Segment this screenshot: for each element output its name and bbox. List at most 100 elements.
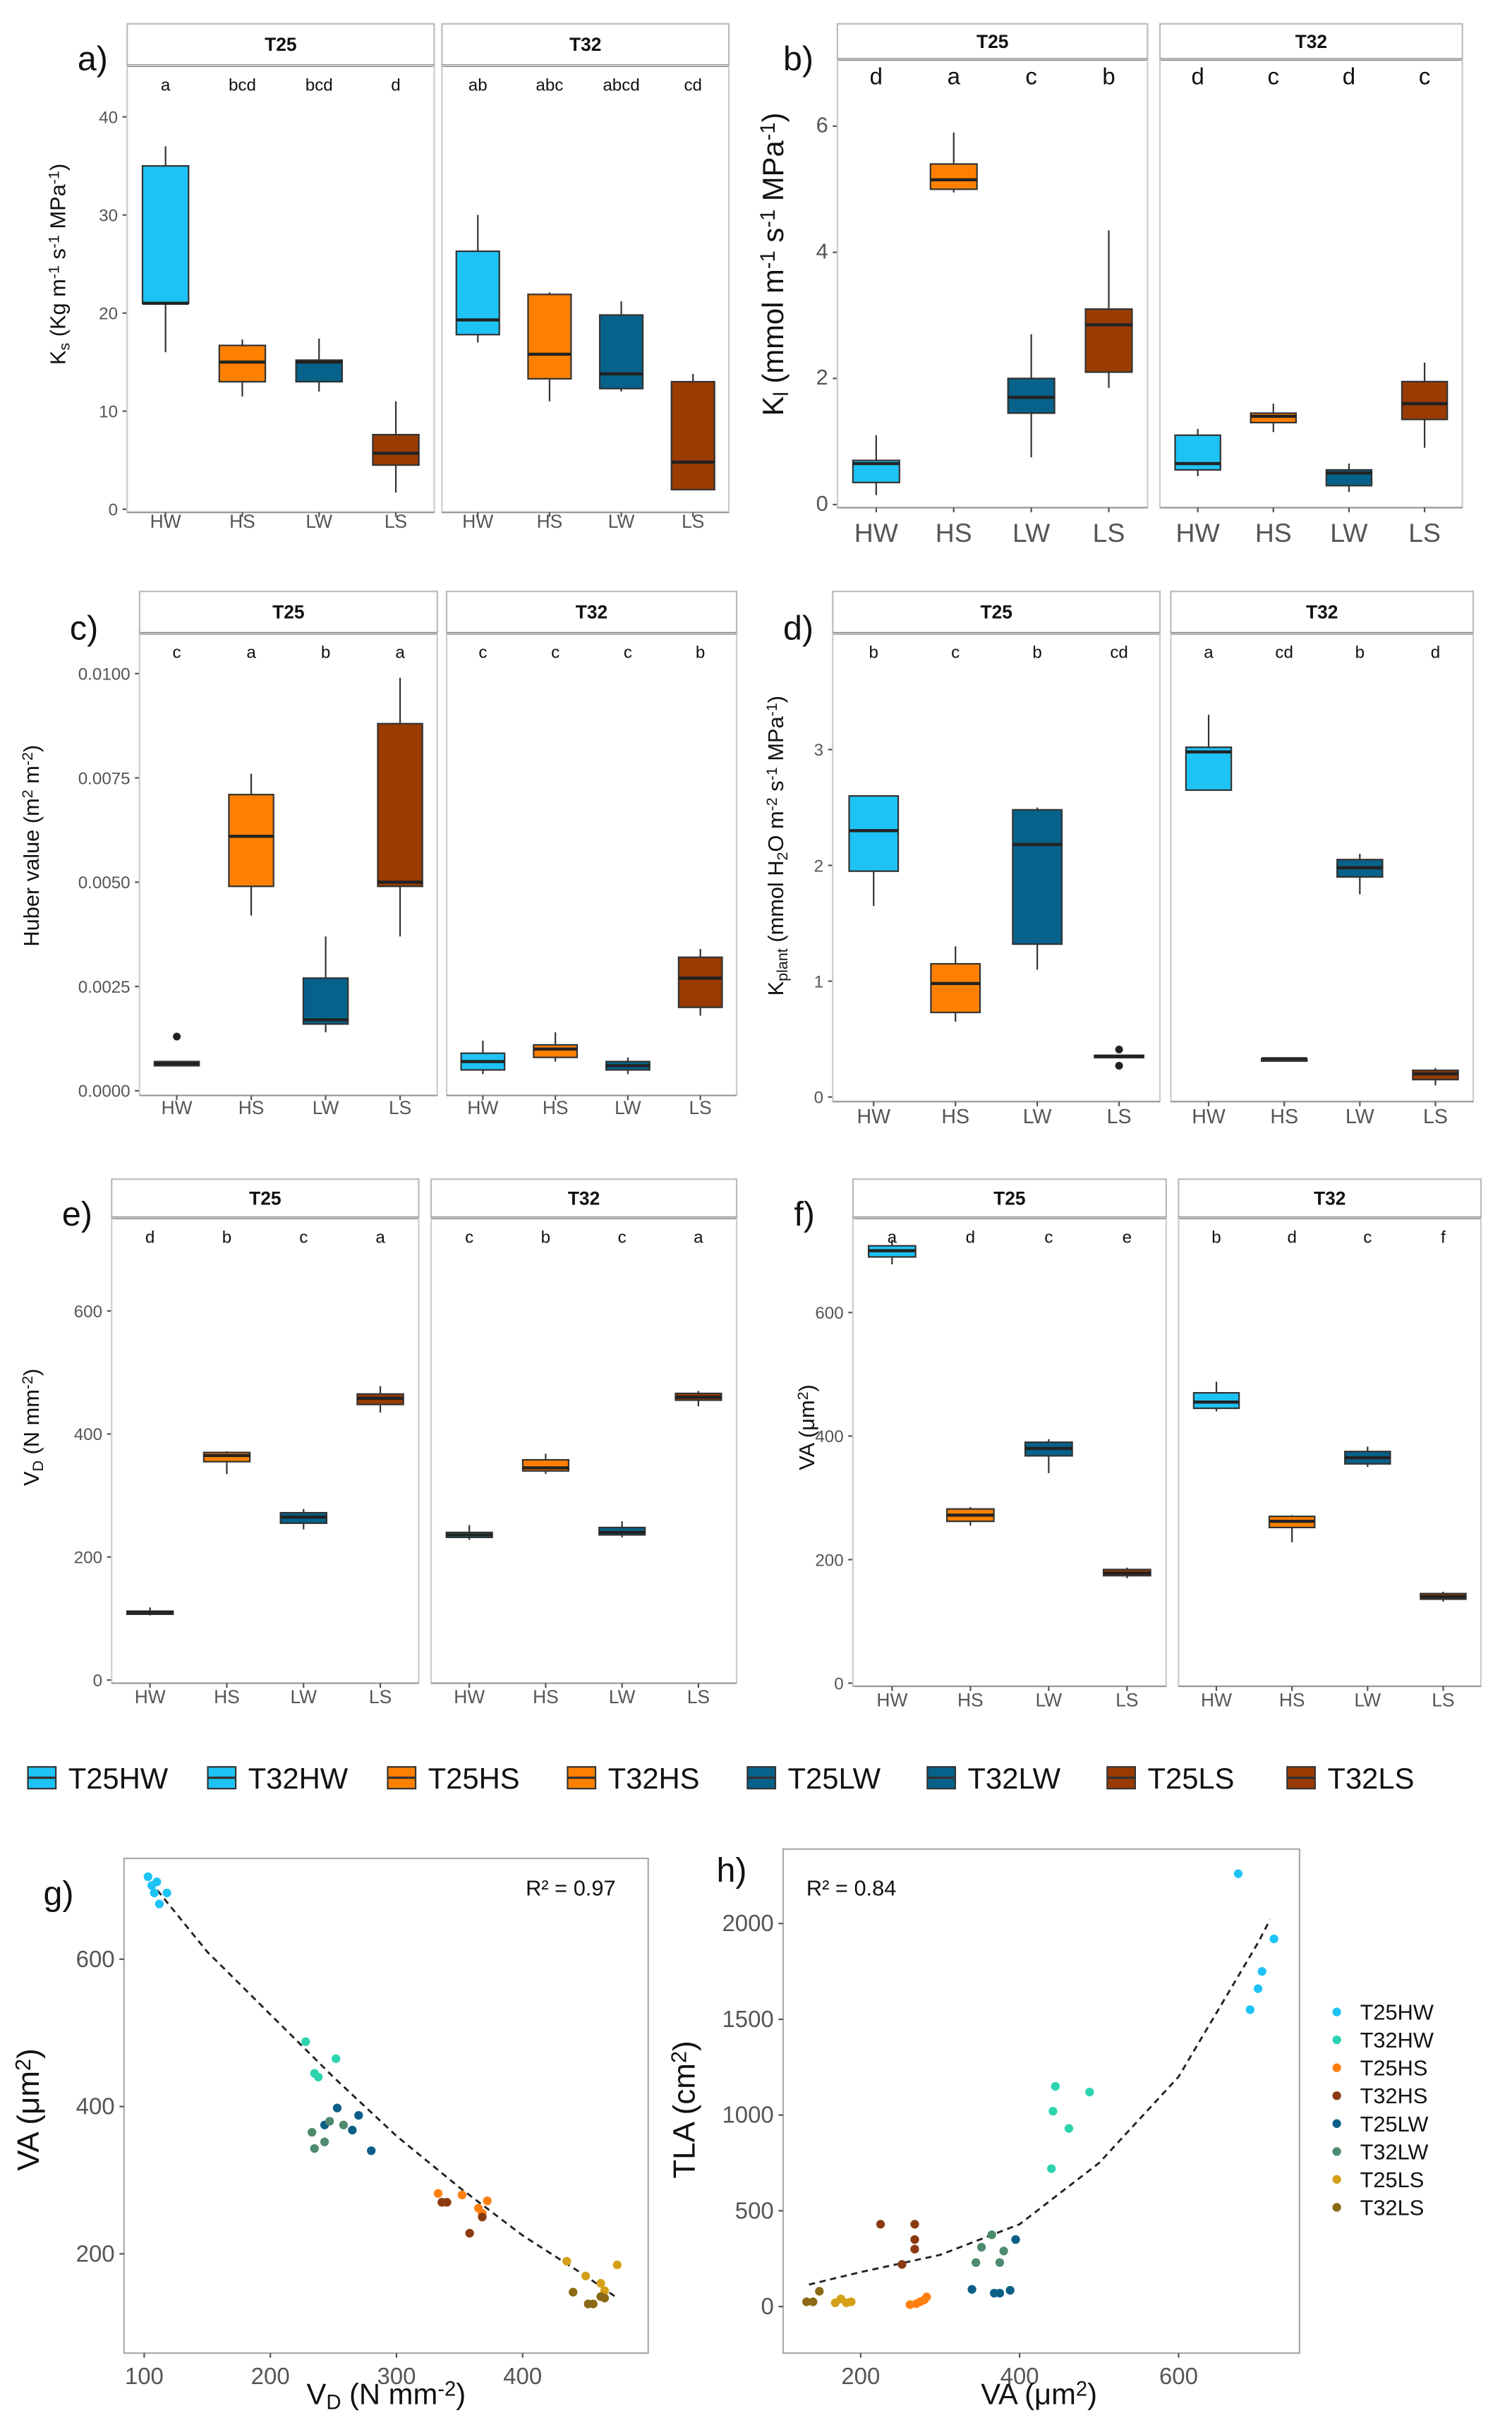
- label-text: ): [763, 696, 788, 703]
- y-tick-label: 600: [76, 1946, 115, 1972]
- legend-marker: [1332, 2035, 1341, 2045]
- legend-label: T25LW: [788, 1762, 881, 1795]
- data-point-T25HS: [457, 2190, 467, 2200]
- significance-letter: cd: [684, 75, 702, 95]
- significance-letter: a: [161, 75, 171, 95]
- data-point-T32LW: [999, 2246, 1008, 2256]
- significance-letter: c: [618, 1228, 627, 1247]
- facet-title: T32: [569, 34, 601, 55]
- facet-title: T32: [1306, 602, 1338, 623]
- label-text: (mmol H: [763, 860, 788, 948]
- x-tick-label: LS: [682, 511, 704, 532]
- outlier-point: [1115, 1045, 1123, 1053]
- significance-letter: b: [1102, 63, 1115, 89]
- box-LW: [1007, 377, 1056, 414]
- x-tick-label: LS: [1408, 518, 1441, 548]
- box-HW: [848, 794, 900, 872]
- data-point-T25HW: [162, 1888, 171, 1898]
- x-tick-label: 400: [503, 2363, 542, 2389]
- y-tick-label: 10: [99, 403, 118, 422]
- x-tick-label: LS: [1093, 518, 1125, 548]
- x-tick-label: HW: [462, 511, 493, 532]
- y-axis-label: TLA (cm2): [666, 2040, 701, 2178]
- facet-title: T32: [576, 602, 607, 623]
- data-point-T32LW: [308, 2128, 317, 2137]
- subscript: plant: [773, 948, 790, 981]
- significance-letter: d: [1191, 63, 1204, 89]
- data-point-T32LS: [809, 2297, 818, 2306]
- legend-label: T25HS: [428, 1762, 520, 1795]
- significance-letter: a: [246, 643, 256, 663]
- significance-letter: d: [870, 63, 883, 89]
- box-LS: [372, 433, 420, 466]
- label-text: (N mm: [341, 2378, 437, 2411]
- panel-label: f): [794, 1195, 815, 1233]
- legend-marker: [1332, 2203, 1341, 2212]
- x-tick-label: HW: [135, 1686, 166, 1707]
- data-point-T25LW: [367, 2146, 376, 2155]
- significance-letter: a: [375, 1228, 385, 1247]
- x-tick-label: LS: [687, 1686, 710, 1707]
- x-tick-label: LW: [1330, 518, 1368, 548]
- significance-letter: b: [541, 1228, 550, 1247]
- x-tick-label: LS: [1432, 1690, 1454, 1711]
- y-tick-label: 600: [74, 1302, 102, 1322]
- legend-marker: [1332, 2175, 1341, 2184]
- significance-letter: d: [966, 1228, 975, 1247]
- label-text: (Kg m: [45, 279, 70, 343]
- legend-label: T32LS: [1360, 2195, 1425, 2220]
- data-point-T32LS: [569, 2287, 578, 2297]
- data-point-T25HW: [1245, 2005, 1254, 2014]
- label-text: s: [756, 228, 790, 250]
- data-point-T25LW: [1005, 2285, 1015, 2295]
- facet-panel: [445, 632, 738, 1096]
- data-point-T32LS: [588, 2299, 598, 2309]
- superscript: 2: [11, 2059, 35, 2071]
- facet-strip: [138, 591, 438, 634]
- x-tick-label: HW: [1176, 518, 1221, 548]
- facet-strip: [1178, 1178, 1482, 1219]
- y-tick-label: 1: [814, 972, 823, 991]
- data-point-T32HS: [910, 2220, 919, 2229]
- data-point-T32HW: [1051, 2081, 1060, 2091]
- data-point-T25HW: [1257, 1966, 1266, 1976]
- data-point-T32HS: [897, 2260, 907, 2269]
- box-LW: [302, 977, 349, 1025]
- data-point-T32LS: [802, 2297, 811, 2306]
- label-text: e): [62, 1195, 92, 1233]
- x-tick-label: LW: [608, 511, 635, 532]
- legend-marker: [1332, 2119, 1341, 2128]
- facet-title: T32: [568, 1188, 600, 1209]
- facet-strip: [445, 591, 738, 634]
- legend-marker: [1332, 2007, 1341, 2016]
- facet-panel: [1178, 1217, 1482, 1688]
- x-tick-label: 400: [1000, 2363, 1039, 2389]
- significance-letter: b: [1032, 643, 1041, 663]
- label-text: (N mm: [19, 1389, 44, 1461]
- panel-label: h): [716, 1851, 746, 1889]
- panel-label: a): [78, 40, 108, 78]
- x-tick-label: LW: [1355, 1690, 1381, 1711]
- label-text: ): [756, 112, 790, 122]
- x-tick-label: HS: [1270, 1106, 1298, 1128]
- significance-letter: cd: [1110, 643, 1128, 663]
- box-HW: [455, 250, 500, 336]
- superscript: -2: [763, 797, 780, 811]
- y-axis-label: VD (N mm-2): [19, 1369, 46, 1486]
- label-text: ): [456, 2378, 466, 2411]
- legend-label: T32HS: [1360, 2084, 1428, 2108]
- y-axis-label: VA (μm2): [11, 2048, 46, 2170]
- significance-letter: d: [1343, 63, 1355, 89]
- x-tick-label: 100: [125, 2363, 164, 2389]
- outlier-point: [1115, 1061, 1123, 1070]
- data-point-T25LW: [967, 2285, 976, 2294]
- data-point-T25LS: [562, 2256, 571, 2266]
- facet-title: T25: [976, 31, 1008, 52]
- label-text: ): [794, 1384, 819, 1391]
- data-point-T32HW: [1047, 2164, 1056, 2173]
- data-point-T32HW: [331, 2054, 341, 2063]
- x-tick-label: LW: [1345, 1106, 1374, 1128]
- facet-strip: [832, 591, 1161, 634]
- data-point-T25HS: [905, 2300, 914, 2309]
